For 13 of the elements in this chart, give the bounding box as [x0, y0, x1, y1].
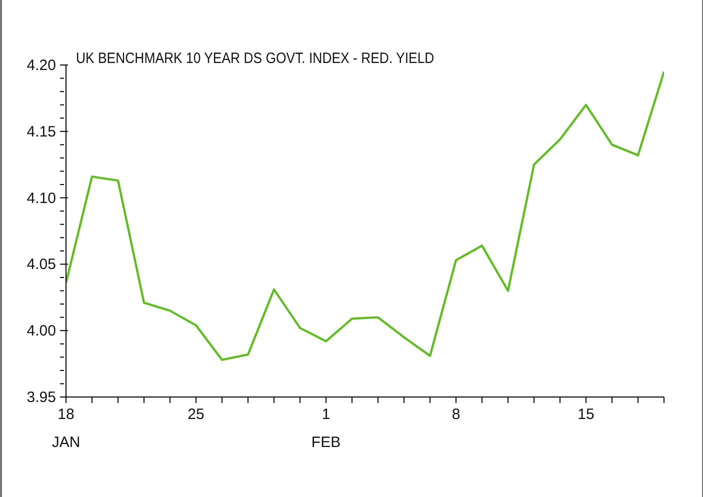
x-tick-label: 18 JAN — [52, 406, 80, 451]
x-tick-label: 25 — [188, 406, 204, 423]
y-tick-label: 3.95 — [26, 389, 56, 406]
y-tick-label: 4.10 — [26, 190, 56, 207]
x-tick-label: 15 — [578, 406, 594, 423]
y-tick-label: 4.20 — [26, 57, 56, 74]
y-tick-label: 4.05 — [26, 256, 56, 274]
x-tick-label: 8 — [452, 406, 460, 423]
y-tick-label: 4.15 — [26, 123, 56, 140]
line-series — [66, 70, 664, 361]
chart-title: UK BENCHMARK 10 YEAR DS GOVT. INDEX - RED. YIELD — [76, 50, 434, 67]
x-tick-label: 1 FEB — [311, 406, 341, 451]
text: 4.00 — [26, 322, 56, 340]
